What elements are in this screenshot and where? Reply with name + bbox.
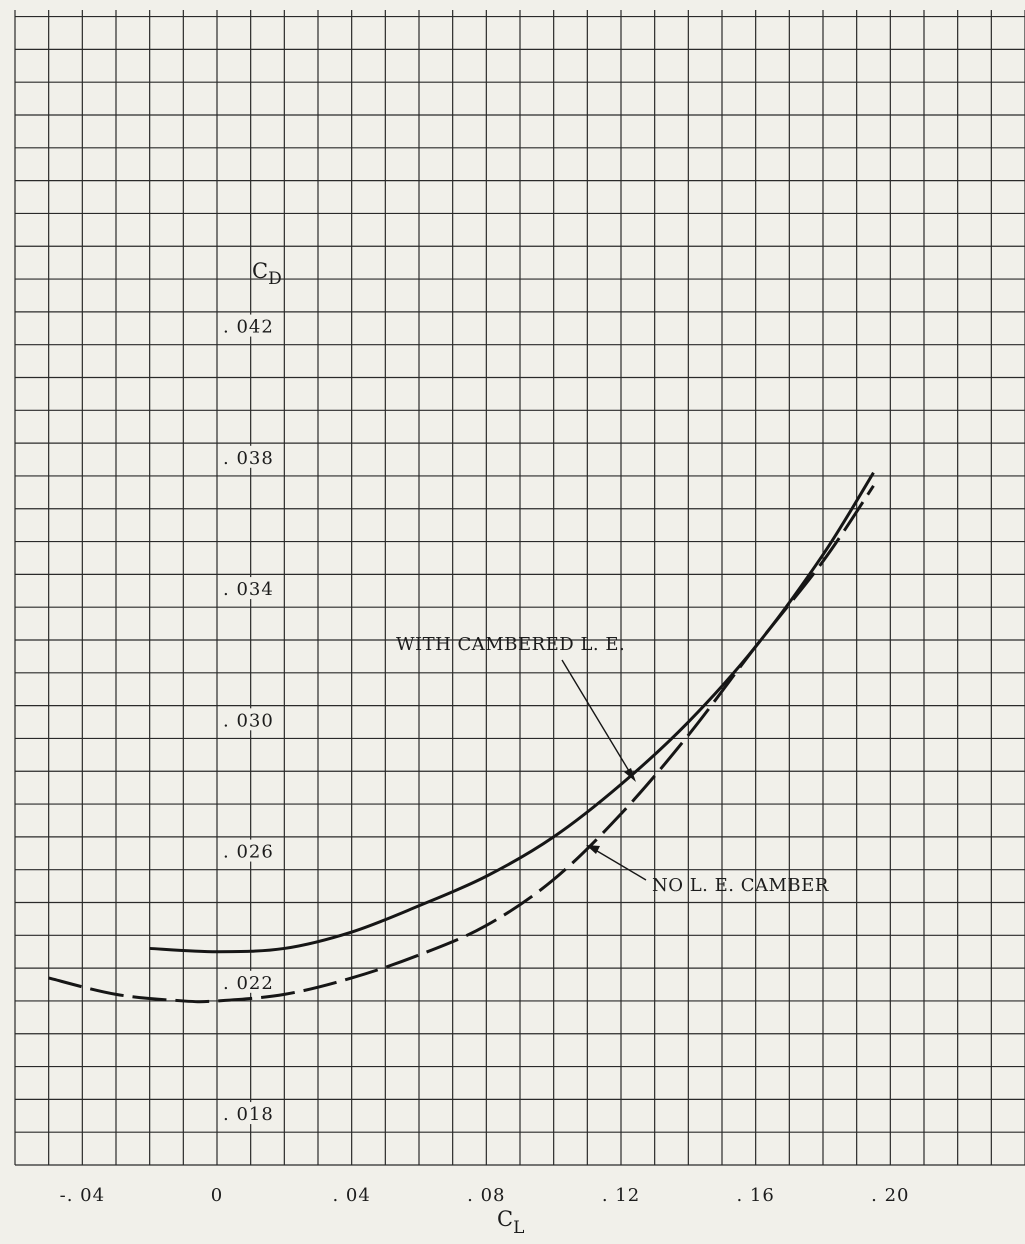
y-tick-label: . 022 xyxy=(223,973,274,994)
y-tick-labels: . 042 . 038 . 034 . 030 . 026 . 022 . 018 xyxy=(219,314,281,1125)
x-tick-label: 0 xyxy=(211,1185,223,1206)
x-axis-title: CL xyxy=(497,1207,524,1238)
curves xyxy=(48,471,875,1004)
y-tick-label-bg xyxy=(219,970,281,993)
y-tick-label-bg xyxy=(219,708,281,731)
x-tick-labels: -. 04 0 . 04 . 08 . 12 . 16 . 20 xyxy=(60,1185,909,1206)
y-tick-label-bg xyxy=(219,839,281,862)
annotation-with-cambered-le-arrowhead xyxy=(624,768,636,782)
y-tick-label: . 018 xyxy=(223,1104,274,1125)
x-tick-label: . 16 xyxy=(736,1185,774,1206)
y-axis-title: CD xyxy=(252,259,282,289)
annotation-with-cambered-le: WITH CAMBERED L. E. xyxy=(396,634,625,655)
annotation-no-le-camber: NO L. E. CAMBER xyxy=(652,875,829,896)
x-tick-label: . 12 xyxy=(602,1185,640,1206)
y-tick-label: . 030 xyxy=(223,710,274,731)
x-tick-label: . 04 xyxy=(332,1185,370,1206)
x-tick-label: . 08 xyxy=(467,1185,505,1206)
y-tick-label: . 026 xyxy=(223,842,274,863)
annotation-no-le-camber-leader xyxy=(591,847,647,881)
annotation-with-cambered-le-leader xyxy=(561,659,633,777)
x-tick-label: . 20 xyxy=(871,1185,909,1206)
series-line-no-le-camber xyxy=(48,484,875,1004)
y-tick-label: . 038 xyxy=(223,448,274,469)
x-tick-label: -. 04 xyxy=(60,1185,105,1206)
annotation-no-le-camber-arrowhead xyxy=(586,845,600,854)
y-tick-label: . 034 xyxy=(223,579,274,600)
y-tick-label-bg xyxy=(219,445,281,468)
grid xyxy=(14,10,1025,1166)
y-tick-label-bg xyxy=(219,577,281,600)
y-tick-label: . 042 xyxy=(223,317,274,338)
y-tick-label-bg xyxy=(219,314,281,337)
y-tick-label-bg xyxy=(219,1102,281,1125)
